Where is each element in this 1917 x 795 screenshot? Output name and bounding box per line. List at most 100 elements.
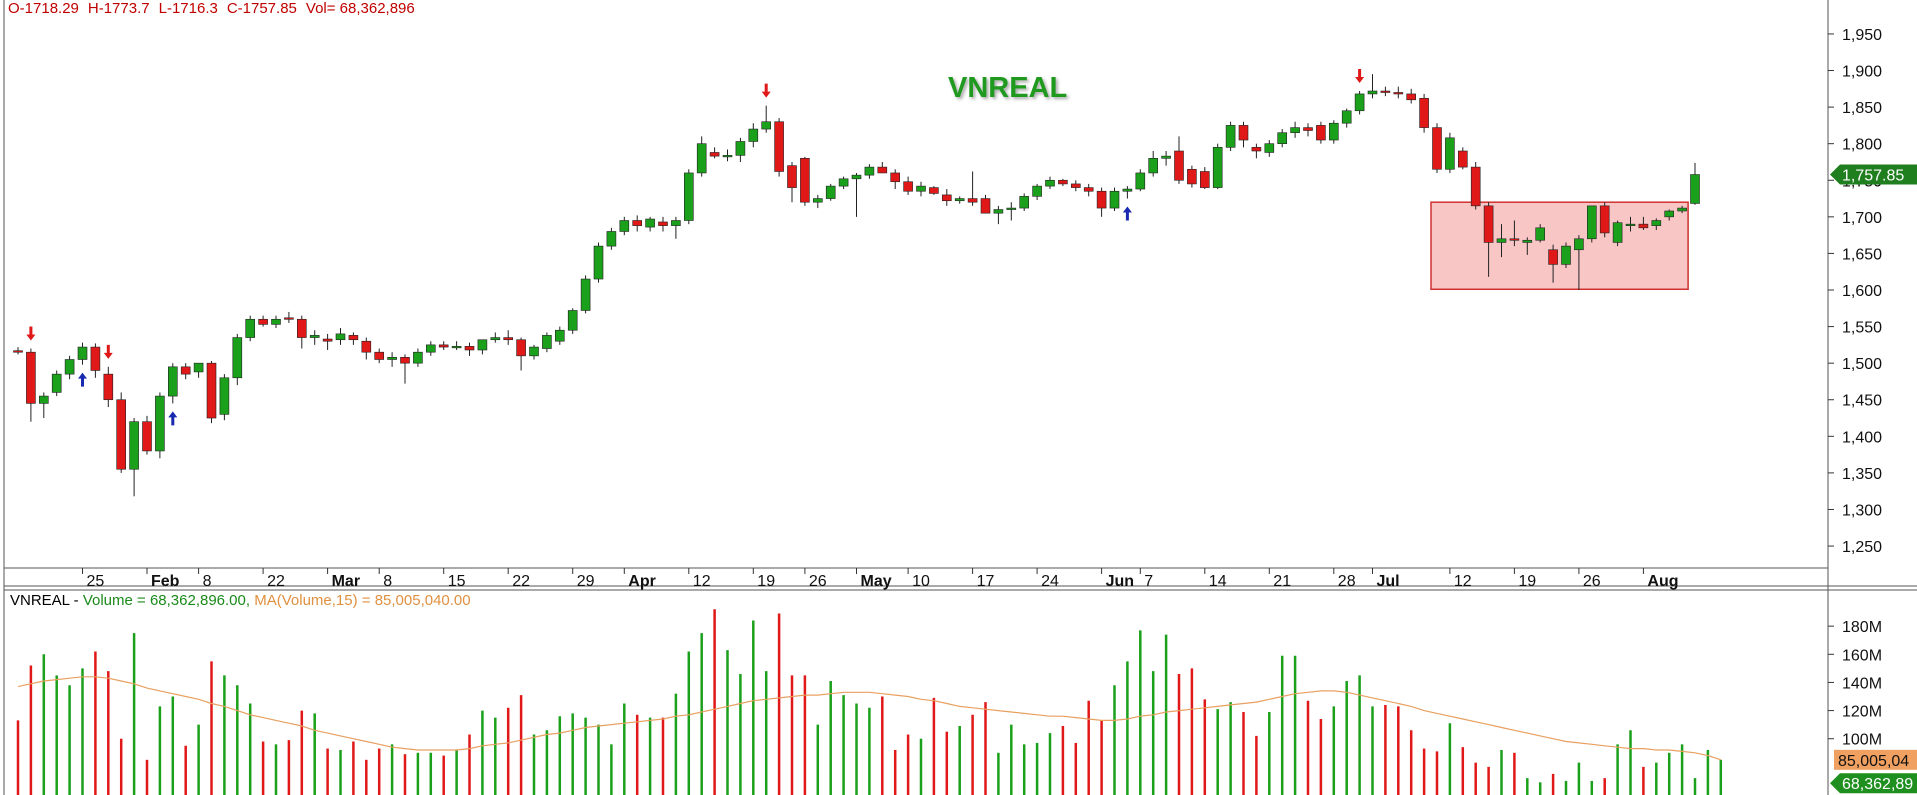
x-tick-label: 29 (577, 573, 595, 590)
price-tick-label: 1,700 (1842, 210, 1882, 227)
candle-body (503, 337, 514, 341)
candle-body (1367, 90, 1378, 95)
candle-body (800, 158, 810, 203)
candle-body (1187, 168, 1197, 185)
candle (1109, 187, 1120, 211)
candle (1135, 169, 1146, 192)
candle-body (1174, 150, 1184, 181)
candle-body (1071, 183, 1081, 188)
candle-body (348, 335, 359, 341)
candle-body (864, 166, 875, 176)
candle (1019, 193, 1030, 211)
buy-signal-arrow (168, 411, 178, 426)
candle (296, 315, 307, 349)
candle-body (425, 344, 436, 353)
candle-body (593, 245, 604, 280)
candle (980, 194, 991, 214)
candle (671, 216, 681, 239)
candle (413, 348, 423, 367)
candle (800, 156, 810, 206)
candle-body (219, 377, 230, 415)
price-tick-label: 1,450 (1842, 393, 1882, 410)
candle (645, 216, 655, 232)
candle-body (1303, 127, 1313, 131)
candle (1432, 123, 1442, 173)
candle (606, 227, 617, 250)
x-tick-label: 28 (1338, 573, 1356, 590)
volume-legend: VNREAL - Volume = 68,362,896.00, MA(Volu… (10, 592, 471, 609)
x-tick-label: Mar (332, 573, 360, 590)
candle-body (696, 143, 707, 174)
candle (1625, 216, 1636, 232)
candle-body (1122, 188, 1133, 192)
candle-body (1677, 207, 1687, 212)
candle (1419, 93, 1429, 133)
candle-body (1238, 125, 1249, 141)
ohlc-close: C-1757.85 (226, 0, 297, 17)
candle (1651, 218, 1662, 231)
candle (1071, 180, 1081, 192)
candle (477, 339, 488, 355)
candle (245, 315, 255, 342)
last-price-label: 1,757.85 (1842, 168, 1904, 185)
candle-body (1341, 110, 1352, 124)
candle (1174, 136, 1184, 184)
candle-body (916, 185, 926, 192)
candle (1058, 178, 1068, 187)
volume-tick-label: 160M (1842, 647, 1882, 664)
candle-body (1638, 223, 1649, 229)
candle (1406, 88, 1416, 104)
candle-body (322, 338, 333, 342)
candle (1083, 183, 1094, 197)
candle-body (168, 366, 178, 397)
candle (1612, 220, 1623, 247)
x-tick-label: 19 (757, 573, 775, 590)
candle-body (787, 165, 797, 188)
price-tick-label: 1,350 (1842, 466, 1882, 483)
x-tick-label: 22 (267, 573, 285, 590)
candle-body (77, 346, 88, 360)
candle-body (1612, 222, 1623, 243)
candle-body (877, 166, 888, 174)
candle-body (1509, 238, 1520, 241)
candle (658, 216, 668, 232)
price-tick-label: 1,800 (1842, 137, 1882, 154)
candle-body (1483, 205, 1494, 243)
candle (1329, 120, 1339, 144)
candle (967, 171, 978, 206)
candle-body (38, 395, 49, 404)
candle-body (735, 141, 746, 156)
x-tick-label: Apr (628, 573, 656, 590)
sell-signal-arrow (26, 326, 36, 341)
candle-body (296, 318, 307, 338)
candle (929, 186, 939, 195)
candle-body (1083, 187, 1094, 192)
candle-body (838, 178, 849, 187)
candle (1251, 143, 1262, 159)
x-tick-label: Aug (1647, 573, 1678, 590)
candle (1522, 237, 1533, 255)
x-tick-label: 26 (1583, 573, 1601, 590)
candle (271, 315, 281, 329)
candle-body (1406, 93, 1416, 101)
price-tick-label: 1,900 (1842, 64, 1882, 81)
volume-legend-ma: MA(Volume,15) = 85,005,040.00 (254, 592, 471, 609)
candle (1225, 121, 1236, 151)
candle-body (258, 318, 268, 325)
candle (1367, 74, 1378, 99)
candle-body (632, 220, 643, 226)
buy-signal-arrow (78, 372, 87, 387)
candle-body (232, 337, 243, 379)
candle (464, 342, 475, 356)
x-tick-label: 12 (693, 573, 711, 590)
candle (232, 333, 243, 386)
candle-body (387, 357, 397, 360)
candle (593, 242, 604, 283)
candle-body (722, 155, 733, 158)
consolidation-box (1430, 201, 1689, 291)
candle (425, 341, 436, 356)
candle-body (761, 121, 772, 130)
candle (64, 355, 75, 380)
volume-tick-label: 100M (1842, 732, 1882, 749)
